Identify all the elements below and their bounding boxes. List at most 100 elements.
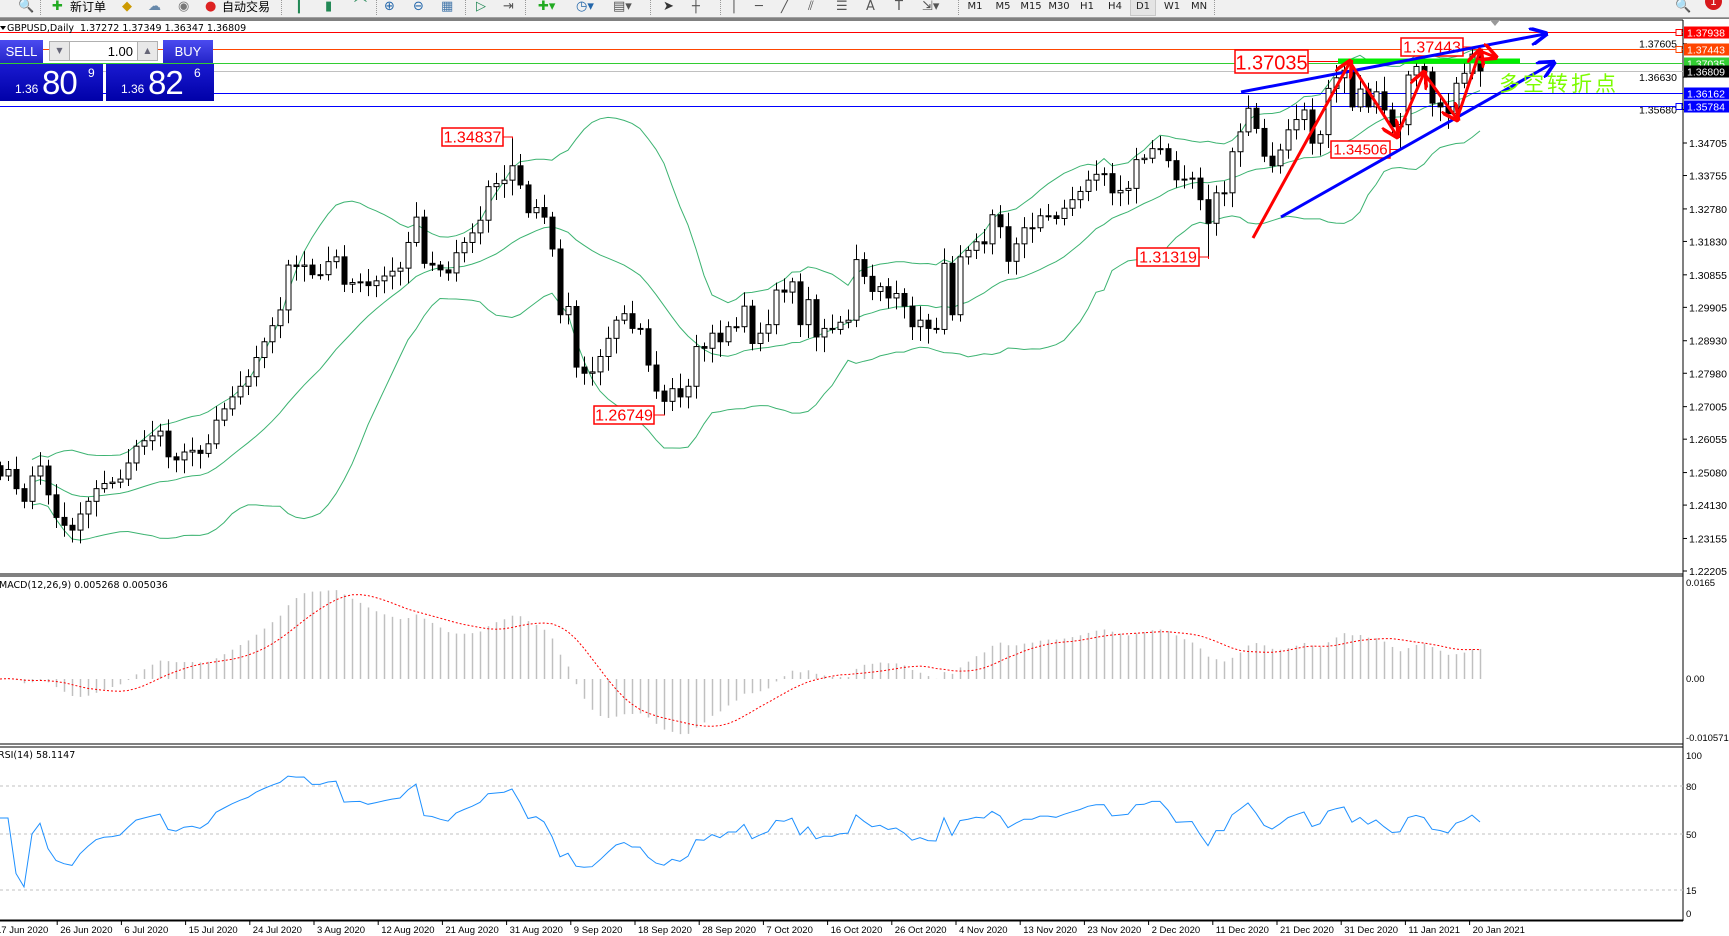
candle [965,246,972,265]
candle [861,252,868,285]
candle [333,249,340,269]
fibonacci-icon[interactable]: ⫽ [808,0,814,14]
candle [421,209,428,269]
horizontal-line-icon[interactable]: ─ [755,0,763,14]
timeframe-m5[interactable]: M5 [995,1,1011,12]
zoom-icon[interactable]: 🔍 [18,0,35,14]
channel-icon[interactable]: ☰ [836,0,848,14]
price-label: 1.36162 [1687,89,1725,101]
zoom-out-icon[interactable]: ⊖ [413,0,424,14]
time-tick-label: 12 Aug 2020 [381,925,434,936]
timeframe-h4[interactable]: H4 [1108,1,1122,12]
timeframe-m15[interactable]: M15 [1020,1,1042,12]
candle-body [477,219,484,234]
line-chart-icon[interactable]: ⌒ [354,0,368,14]
lot-decrease-button[interactable]: ▼ [49,41,70,61]
symbol-title: GBPUSD,Daily [7,23,74,34]
candle [1165,143,1172,168]
tile-icon[interactable]: ▦ [441,0,454,14]
text-icon[interactable]: A [866,0,875,14]
time-tick-label: 4 Nov 2020 [959,925,1008,936]
chart-shift-icon[interactable]: ⇥ [503,0,514,14]
candle-body [1141,157,1148,161]
notification-icon[interactable]: 1 [1705,0,1722,10]
candle [13,456,20,495]
timeframe-d1[interactable]: D1 [1130,0,1156,16]
auto-scroll-icon[interactable]: ▷ [476,0,486,14]
crosshair-icon[interactable]: ┼ [692,0,700,14]
time-tick-label: 21 Dec 2020 [1280,925,1334,936]
price-label: 1.35784 [1687,102,1725,114]
candle-body [845,319,852,323]
candle-body [21,488,28,502]
candle [1317,130,1324,156]
candle [517,154,524,190]
bar-chart-icon[interactable]: ┃ [295,0,303,14]
chart-menu-icon[interactable] [0,26,6,30]
annotation-box [1136,247,1200,267]
candle [317,264,324,280]
candle-body [589,371,596,374]
candle [301,251,308,282]
arrows-icon[interactable]: ⇲▾ [922,0,940,14]
lot-increase-button[interactable]: ▲ [137,41,158,61]
candle-body [69,524,76,531]
gold-icon[interactable]: ◆ [122,0,132,14]
buy-price[interactable]: 1.36 82 6 [106,64,214,101]
zigzag-arrow [1348,61,1397,136]
auto-trading-icon[interactable]: ● [205,0,217,14]
price-annotation: 1.31319 [1136,247,1209,267]
candle [117,469,124,489]
timeframe-m1[interactable]: M1 [967,1,983,12]
candle-body [1301,109,1308,121]
auto-trading-button[interactable]: 自动交易 [222,0,271,14]
timeframe-mn[interactable]: MN [1190,1,1208,12]
signal-icon[interactable]: ◉ [178,0,190,14]
candle-body [565,305,572,316]
candle-body [517,165,524,186]
candles [0,49,1484,544]
lot-size-input[interactable]: 1.00 [70,41,137,61]
candlestick-icon[interactable]: ▮ [325,0,333,14]
candle-body [813,299,820,338]
new-order-icon[interactable]: ✚ [52,0,63,14]
candle-body [421,216,428,264]
time-tick-label: 28 Sep 2020 [702,925,756,936]
candle [749,299,756,351]
candle-body [613,319,620,339]
label-icon[interactable]: T [895,0,903,14]
timeframe-w1[interactable]: W1 [1163,1,1181,12]
candle-body [1317,134,1324,144]
candle-body [165,430,172,458]
buy-button[interactable]: BUY [163,40,213,63]
candle-body [1277,149,1284,167]
candle [725,321,732,346]
cursor-icon[interactable]: ➤ [663,0,674,14]
sell-button[interactable]: SELL [0,40,43,63]
timeframe-h1[interactable]: H1 [1080,1,1094,12]
candle-body [1237,131,1244,153]
periods-icon[interactable]: ◷▾ [576,0,594,14]
candle [501,165,508,198]
candle [1261,118,1268,163]
templates-icon[interactable]: ▤▾ [613,0,632,14]
vertical-line-icon[interactable]: │ [730,0,738,14]
candle [733,317,740,332]
annotation-label: 1.34506 [1333,142,1387,159]
indicators-icon[interactable]: ✚▾ [538,0,556,14]
candle [157,423,164,447]
new-order-button[interactable]: 新订单 [70,0,107,14]
cloud-icon[interactable]: ☁ [148,0,161,14]
candle [21,483,28,509]
zoom-in-icon[interactable]: ⊕ [384,0,395,14]
trendline-icon[interactable]: ╱ [781,0,789,14]
candle-body [61,516,68,526]
sell-price[interactable]: 1.36 80 9 [0,64,103,101]
candle [837,315,844,335]
candle-body [1085,179,1092,192]
candle [637,323,644,335]
candle-body [805,299,812,326]
timeframe-m30[interactable]: M30 [1048,1,1070,12]
search-icon[interactable]: 🔍 [1675,0,1692,14]
